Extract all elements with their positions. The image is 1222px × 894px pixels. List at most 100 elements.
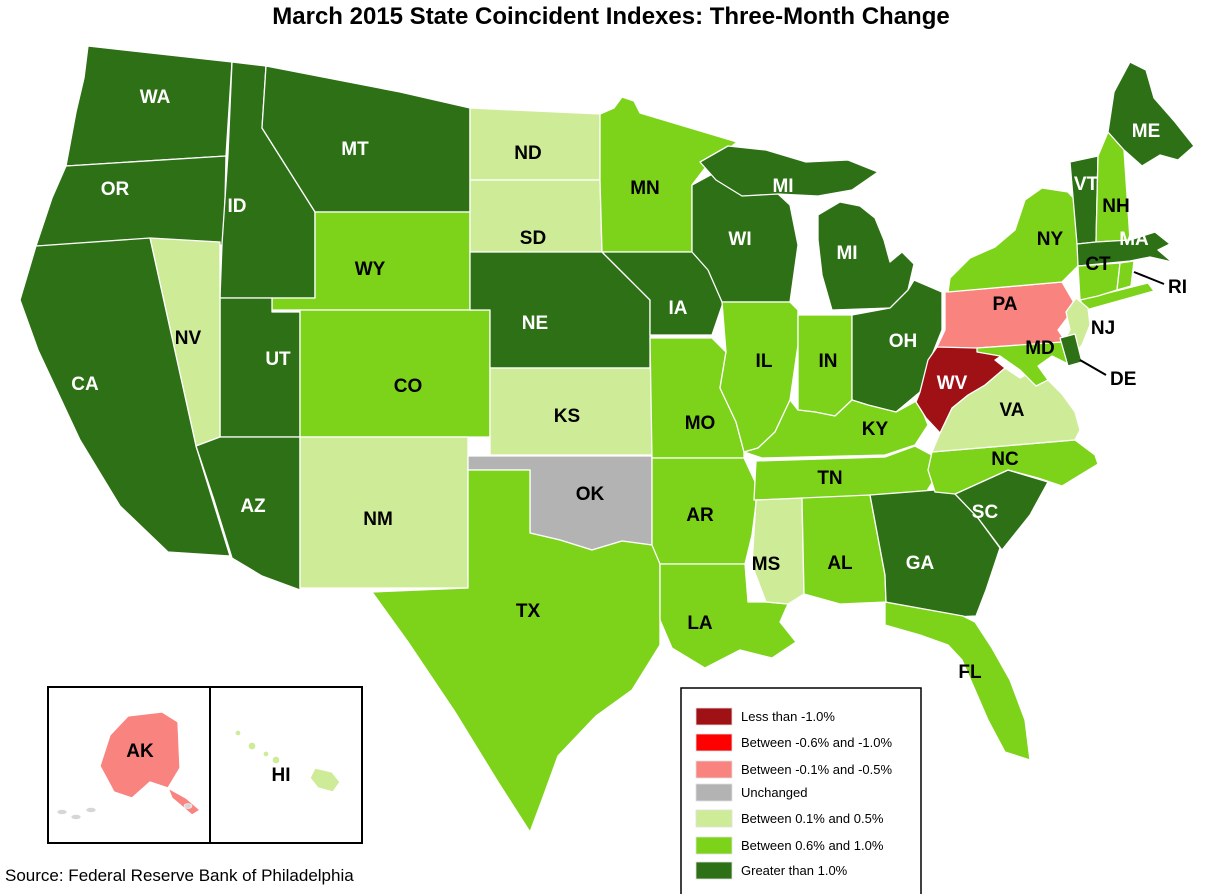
- state-label-RI: RI: [1168, 277, 1187, 298]
- state-label-OR: OR: [101, 179, 130, 200]
- state-label-AZ: AZ: [240, 496, 266, 517]
- legend-swatch-salmon: [695, 760, 733, 779]
- state-PA: [936, 281, 1077, 349]
- state-label-MI-upper: MI: [772, 176, 793, 197]
- state-NY: [947, 187, 1095, 293]
- state-MI-upper: [699, 145, 879, 197]
- state-CA: [19, 237, 231, 557]
- state-label-IL: IL: [756, 351, 773, 372]
- state-label-IN: IN: [819, 351, 838, 372]
- legend-label: Less than -1.0%: [741, 709, 835, 724]
- state-HI-island: [271, 755, 281, 765]
- state-LA: [659, 563, 797, 669]
- state-label-MO: MO: [685, 413, 716, 434]
- hawaii-inset-box: [209, 686, 363, 844]
- state-label-MD: MD: [1025, 338, 1055, 359]
- state-HI-island: [247, 741, 257, 751]
- state-label-ME: ME: [1132, 121, 1161, 142]
- legend-item: Between 0.1% and 0.5%: [695, 809, 884, 828]
- ri-callout-line: [1133, 271, 1165, 285]
- states-layer: [19, 45, 1195, 833]
- state-label-OH: OH: [889, 331, 918, 352]
- state-label-GA: GA: [906, 553, 935, 574]
- state-label-IA: IA: [669, 298, 688, 319]
- state-label-KS: KS: [554, 406, 580, 427]
- state-labels-layer: WA OR ID MT WY NV UT CA AZ CO NM ND SD N…: [71, 87, 1187, 786]
- state-label-ND: ND: [514, 143, 541, 164]
- hawaii-inset: [234, 729, 341, 793]
- state-FL: [884, 601, 1031, 761]
- aleutian-islands: [70, 814, 82, 820]
- state-MA: [1076, 231, 1173, 267]
- state-label-FL: FL: [958, 662, 982, 683]
- state-label-WY: WY: [355, 259, 386, 280]
- state-label-WI: WI: [728, 229, 751, 250]
- legend-item: Between -0.1% and -0.5%: [695, 760, 892, 779]
- legend-swatch-dark-green: [695, 861, 733, 880]
- legend-label: Greater than 1.0%: [741, 863, 848, 878]
- state-label-AK: AK: [126, 741, 154, 762]
- state-HI-island: [262, 750, 270, 758]
- legend-swatch-light-green: [695, 809, 733, 828]
- state-label-CT: CT: [1085, 254, 1111, 275]
- alaska-se-islands: [183, 803, 193, 809]
- legend-swatch-bright-green: [695, 836, 733, 855]
- state-label-KY: KY: [862, 419, 889, 440]
- legend-item: Greater than 1.0%: [695, 861, 848, 880]
- state-label-MA: MA: [1119, 229, 1149, 250]
- state-label-DE: DE: [1110, 369, 1136, 390]
- legend-label: Unchanged: [741, 785, 808, 800]
- state-label-LA: LA: [687, 613, 713, 634]
- legend-item: Less than -1.0%: [695, 707, 835, 726]
- state-label-PA: PA: [993, 294, 1018, 315]
- state-label-NY: NY: [1037, 229, 1064, 250]
- state-label-TX: TX: [516, 601, 541, 622]
- state-label-SC: SC: [972, 502, 999, 523]
- state-NC: [927, 439, 1099, 495]
- state-label-TN: TN: [817, 468, 842, 489]
- legend: Less than -1.0% Between -0.6% and -1.0% …: [680, 687, 922, 894]
- map-title: March 2015 State Coincident Indexes: Thr…: [272, 3, 949, 30]
- legend-label: Between -0.1% and -0.5%: [741, 762, 892, 777]
- state-label-VT: VT: [1074, 174, 1099, 195]
- state-label-NJ: NJ: [1091, 318, 1115, 339]
- legend-swatch-red: [695, 733, 733, 752]
- state-label-NC: NC: [991, 449, 1019, 470]
- state-HI-island: [234, 729, 242, 737]
- state-RI: [1116, 260, 1135, 291]
- state-label-UT: UT: [265, 349, 291, 370]
- state-label-ID: ID: [228, 196, 247, 217]
- state-label-WV: WV: [937, 373, 968, 394]
- state-label-NM: NM: [363, 509, 393, 530]
- state-CT: [1077, 262, 1121, 301]
- legend-item: Unchanged: [695, 783, 808, 802]
- state-label-CA: CA: [71, 374, 99, 395]
- state-label-WA: WA: [140, 87, 171, 108]
- state-OR: [35, 155, 227, 247]
- state-ME: [1107, 61, 1195, 167]
- state-label-OK: OK: [576, 484, 605, 505]
- legend-label: Between 0.6% and 1.0%: [741, 838, 884, 853]
- de-callout-line: [1079, 359, 1107, 376]
- state-KY: [743, 399, 929, 459]
- alaska-inset: [56, 711, 201, 820]
- legend-item: Between 0.6% and 1.0%: [695, 836, 884, 855]
- legend-swatch-dark-red: [695, 707, 733, 726]
- state-label-CO: CO: [394, 376, 423, 397]
- legend-item: Between -0.6% and -1.0%: [695, 733, 892, 752]
- state-label-MI-lower: MI: [836, 243, 857, 264]
- state-MS: [751, 497, 805, 605]
- state-label-MN: MN: [630, 178, 660, 199]
- state-AR: [651, 457, 759, 565]
- state-label-MT: MT: [341, 139, 369, 160]
- legend-label: Between -0.6% and -1.0%: [741, 735, 892, 750]
- state-HI-big-island: [309, 767, 341, 793]
- state-AK-panhandle: [167, 787, 201, 816]
- source-attribution: Source: Federal Reserve Bank of Philadel…: [5, 866, 354, 885]
- state-label-NH: NH: [1102, 196, 1129, 217]
- state-label-HI: HI: [272, 765, 291, 786]
- state-MI-lower: [817, 201, 915, 311]
- legend-swatch-gray: [695, 783, 733, 802]
- state-label-MS: MS: [752, 554, 781, 575]
